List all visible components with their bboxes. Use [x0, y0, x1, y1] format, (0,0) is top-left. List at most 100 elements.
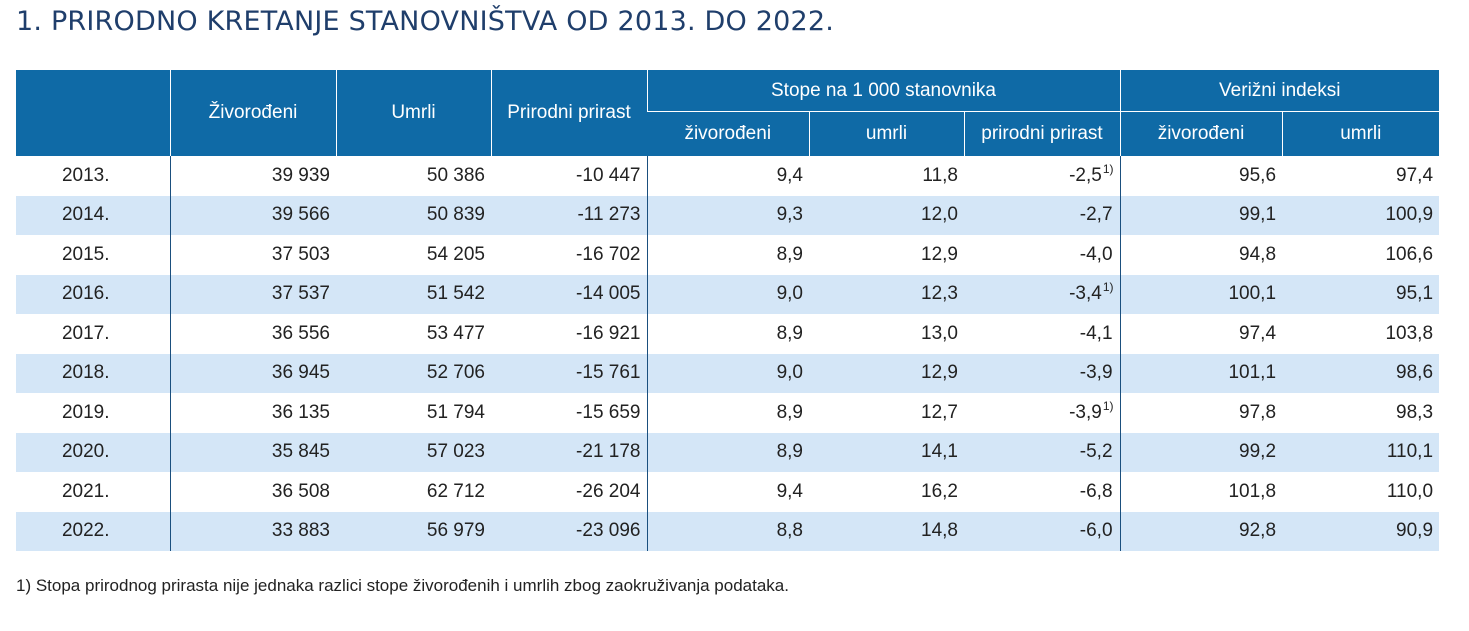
cell-rate-deaths-value: 12,3 [921, 283, 958, 305]
cell-rate-natural-value: -2,7 [1079, 204, 1113, 226]
cell-index-deaths: 95,1 [1282, 274, 1440, 314]
cell-births: 36 508 [169, 472, 336, 512]
cell-births: 36 135 [169, 393, 336, 433]
cell-year-value: 2013. [61, 164, 110, 186]
cell-rate-natural: -3,91) [964, 393, 1120, 433]
cell-year: 2020. [16, 432, 170, 472]
cell-deaths: 51 794 [336, 393, 491, 433]
cell-rate-births-value: 9,3 [776, 204, 803, 226]
cell-births: 39 566 [169, 195, 336, 235]
cell-index-deaths-value: 106,6 [1385, 243, 1434, 265]
cell-deaths-value: 62 712 [426, 480, 485, 502]
cell-natural-increase: -11 273 [491, 195, 647, 235]
cell-rate-natural: -6,8 [964, 472, 1120, 512]
cell-natural-increase: -15 659 [491, 393, 647, 433]
cell-index-deaths: 110,0 [1282, 472, 1439, 512]
cell-index-births: 95,6 [1119, 156, 1283, 196]
cell-births: 33 883 [169, 511, 336, 551]
cell-rate-births-value: 9,0 [776, 283, 803, 305]
cell-rate-deaths: 16,2 [809, 472, 964, 512]
cell-natural-increase: -26 204 [491, 472, 647, 512]
cell-deaths-value: 51 794 [426, 401, 485, 423]
cell-index-deaths: 100,9 [1282, 195, 1440, 235]
header-rates-group: Stope na 1 000 stanovnika [646, 70, 1121, 112]
cell-rate-deaths: 12,9 [809, 235, 964, 275]
cell-natural-increase-value: -23 096 [576, 520, 641, 542]
cell-index-deaths: 98,3 [1282, 393, 1439, 433]
page-title: 1. PRIRODNO KRETANJE STANOVNIŠTVA OD 201… [16, 6, 835, 37]
cell-natural-increase: -16 921 [491, 314, 647, 354]
cell-index-births-value: 97,8 [1239, 401, 1277, 423]
cell-year-value: 2019. [61, 401, 110, 423]
cell-index-births: 101,8 [1119, 472, 1283, 512]
cell-natural-increase: -16 702 [491, 235, 647, 275]
header-index-deaths: umrli [1281, 111, 1440, 156]
cell-index-births: 99,2 [1119, 432, 1283, 472]
cell-rate-births-value: 9,4 [776, 164, 803, 186]
cell-natural-increase: -10 447 [491, 156, 647, 196]
cell-index-births-value: 101,1 [1228, 362, 1277, 384]
header-births: Živorođeni [169, 70, 336, 156]
cell-rate-natural-value: -6,0 [1079, 520, 1113, 542]
cell-rate-births-value: 8,9 [776, 441, 803, 463]
cell-natural-increase-value: -15 761 [576, 362, 641, 384]
cell-deaths-value: 54 205 [426, 243, 485, 265]
cell-natural-increase-value: -16 702 [576, 243, 641, 265]
cell-index-deaths: 110,1 [1282, 432, 1440, 472]
cell-rate-deaths: 14,1 [809, 432, 964, 472]
table-row: 2021. 36 508 62 712 -26 204 9,4 16,2 -6,8 101,8… [16, 472, 1439, 512]
cell-births: 35 845 [169, 432, 336, 472]
table-row: 2013. 39 939 50 386 -10 447 9,4 11,8 -2,51) 95,… [16, 156, 1439, 196]
cell-index-births-value: 99,1 [1239, 204, 1277, 226]
cell-rate-births: 8,9 [646, 314, 809, 354]
cell-index-births: 92,8 [1119, 511, 1283, 551]
table-row: 2014. 39 566 50 839 -11 273 9,3 12,0 -2,7 99,1 1… [16, 195, 1440, 235]
cell-rate-natural-value: -5,2 [1079, 441, 1113, 463]
cell-rate-deaths-value: 12,7 [921, 401, 958, 423]
cell-rate-deaths-value: 14,8 [921, 520, 958, 542]
cell-rate-deaths-value: 12,0 [921, 204, 958, 226]
cell-rate-natural-value: -3,4 [1069, 283, 1102, 305]
cell-index-deaths: 97,4 [1282, 156, 1439, 196]
cell-rate-deaths-value: 14,1 [921, 441, 958, 463]
cell-natural-increase: -15 761 [491, 353, 647, 393]
cell-deaths-value: 52 706 [426, 362, 485, 384]
cell-rate-births: 9,0 [646, 274, 809, 314]
cell-natural-increase-value: -16 921 [576, 322, 641, 344]
cell-rate-deaths-value: 13,0 [921, 322, 958, 344]
cell-year: 2019. [16, 393, 170, 433]
cell-index-deaths: 90,9 [1282, 511, 1440, 551]
cell-deaths: 50 386 [336, 156, 491, 196]
cell-index-deaths-value: 97,4 [1396, 164, 1434, 186]
cell-deaths: 52 706 [336, 353, 491, 393]
cell-natural-increase-value: -10 447 [576, 164, 641, 186]
cell-deaths: 53 477 [336, 314, 491, 354]
cell-rate-deaths-value: 12,9 [921, 362, 958, 384]
cell-rate-births-value: 8,9 [776, 322, 803, 344]
table-row: 2016. 37 537 51 542 -14 005 9,0 12,3 -3,41) 100… [16, 274, 1440, 314]
cell-rate-natural-value: -3,9 [1079, 362, 1113, 384]
cell-natural-increase: -21 178 [491, 432, 647, 472]
cell-index-births: 101,1 [1119, 353, 1283, 393]
cell-rate-natural: -3,9 [964, 353, 1121, 393]
cell-deaths-value: 50 386 [426, 164, 485, 186]
cell-deaths-value: 56 979 [426, 520, 485, 542]
table-row: 2020. 35 845 57 023 -21 178 8,9 14,1 -5,2 99,2 1… [16, 432, 1440, 472]
cell-index-births-value: 97,4 [1239, 322, 1277, 344]
cell-rate-births: 8,8 [646, 511, 809, 551]
cell-index-births: 97,8 [1119, 393, 1283, 433]
cell-year-value: 2020. [61, 441, 110, 463]
cell-year: 2017. [16, 314, 170, 354]
cell-index-births-value: 101,8 [1228, 480, 1277, 502]
cell-index-deaths-value: 103,8 [1385, 322, 1434, 344]
cell-deaths-value: 51 542 [426, 283, 485, 305]
cell-year: 2018. [16, 353, 170, 393]
cell-index-deaths-value: 95,1 [1396, 283, 1434, 305]
cell-year-value: 2016. [61, 283, 110, 305]
cell-year-value: 2022. [61, 520, 110, 542]
cell-year-value: 2015. [61, 243, 110, 265]
cell-rate-deaths: 12,3 [809, 274, 964, 314]
cell-deaths: 54 205 [336, 235, 491, 275]
header-rate-deaths: umrli [808, 111, 964, 156]
cell-year: 2015. [16, 235, 170, 275]
